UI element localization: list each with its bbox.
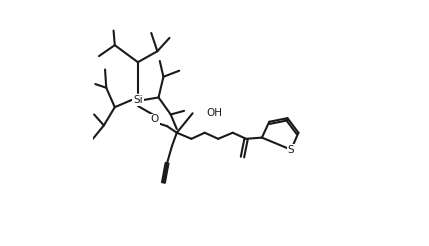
Text: S: S: [288, 145, 294, 155]
Text: O: O: [151, 114, 159, 124]
Text: Si: Si: [133, 95, 143, 105]
Text: OH: OH: [206, 108, 222, 118]
